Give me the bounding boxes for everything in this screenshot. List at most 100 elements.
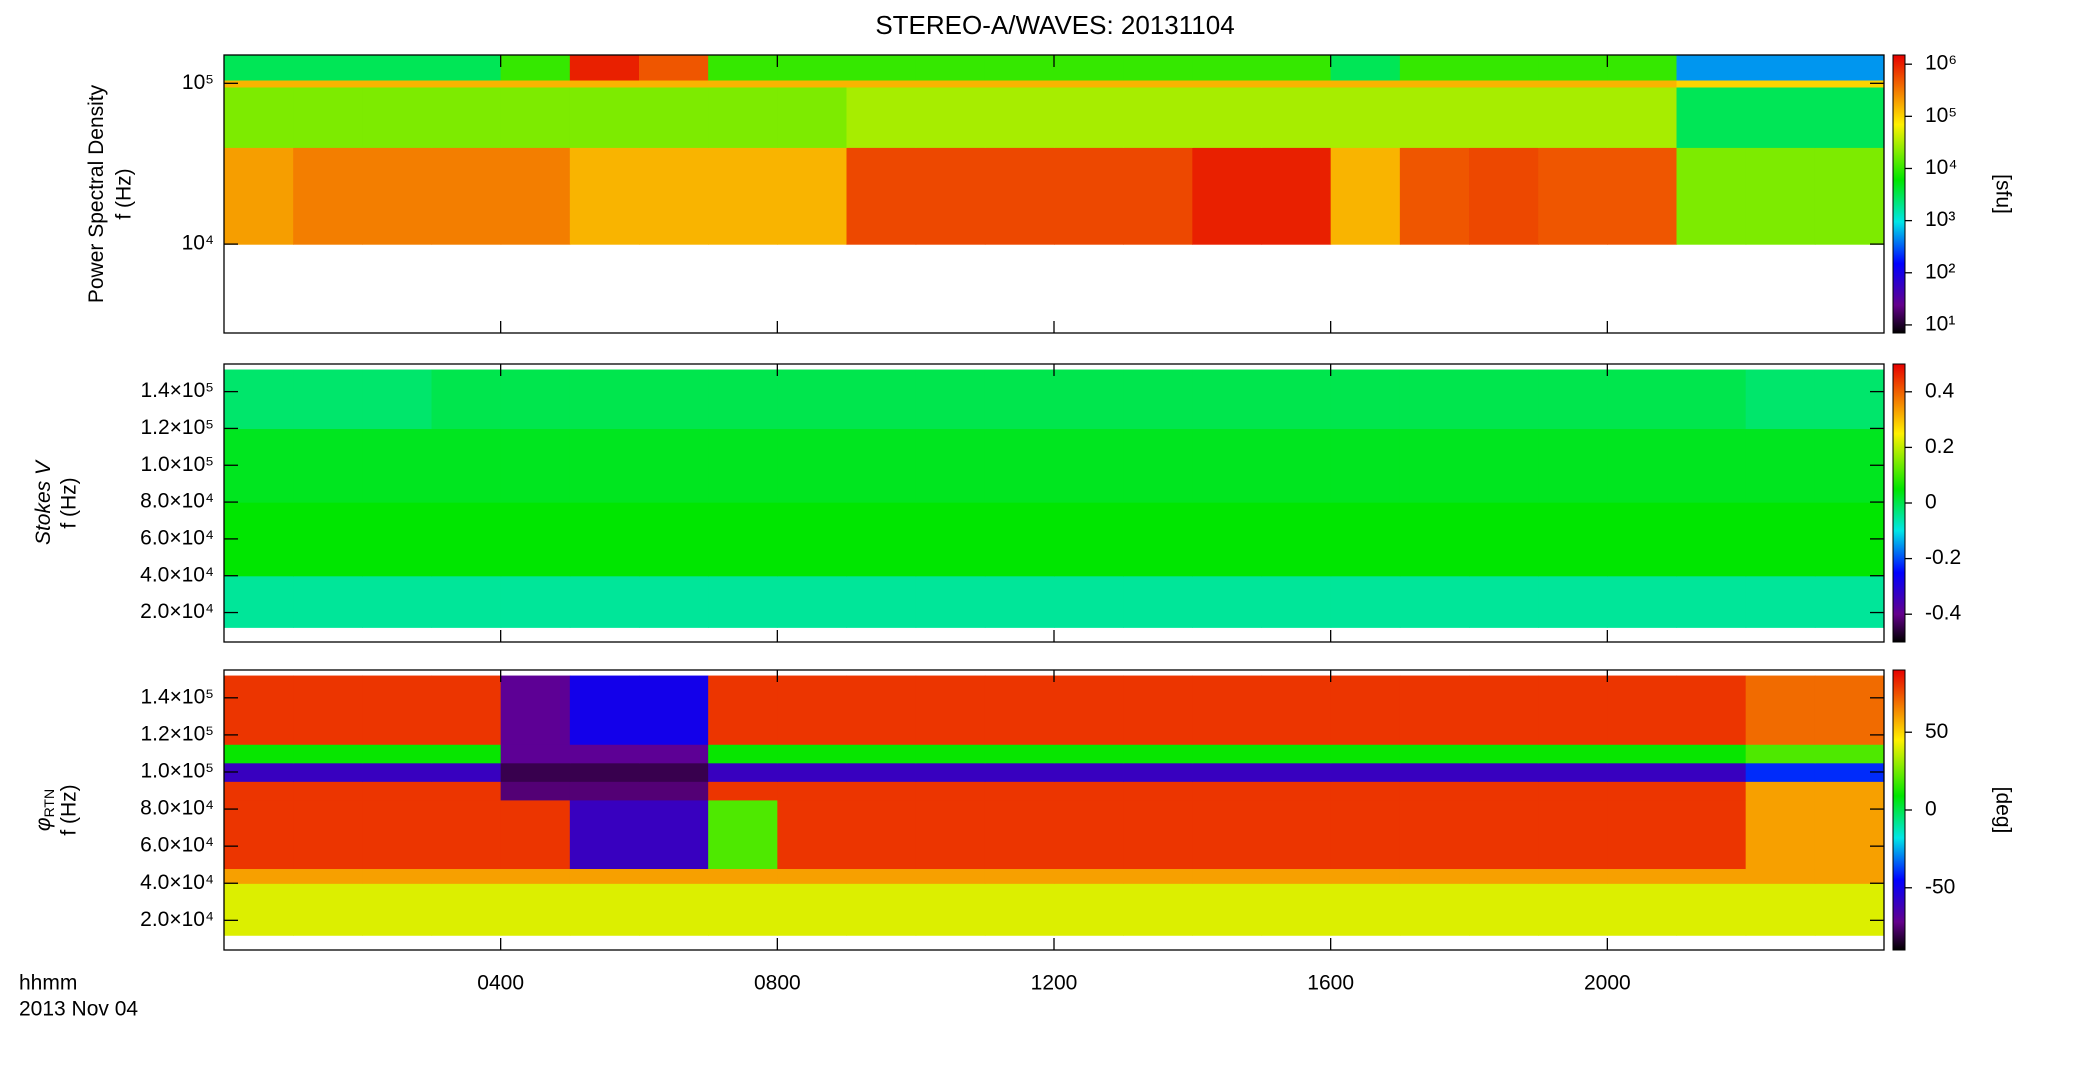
- heatmap-cell: [569, 762, 640, 782]
- heatmap-cell: [984, 781, 1055, 801]
- heatmap-cell: [1469, 55, 1539, 81]
- heatmap-cell: [431, 868, 502, 884]
- heatmap-cell: [708, 428, 778, 503]
- heatmap-cell: [708, 147, 778, 245]
- heatmap-cell: [1607, 799, 1678, 870]
- heatmap-cell: [224, 762, 294, 782]
- heatmap-cell: [1054, 502, 1124, 577]
- y-axis-label-text: Power Spectral Density: [85, 84, 108, 303]
- colorbar: [1892, 363, 1906, 643]
- heatmap-cell: [431, 799, 502, 870]
- heatmap-cell: [639, 369, 709, 430]
- heatmap-cell: [569, 868, 640, 884]
- heatmap-cell: [1607, 575, 1678, 628]
- heatmap-cell: [1538, 868, 1608, 884]
- heatmap-cell: [224, 86, 294, 148]
- heatmap-cell: [984, 575, 1055, 628]
- heatmap-cell: [777, 86, 848, 148]
- heatmap-cell: [293, 762, 363, 782]
- heatmap-cell: [569, 883, 640, 936]
- heatmap-cell: [1054, 799, 1124, 870]
- heatmap-cell: [1054, 744, 1124, 764]
- x-tick-label: 1200: [1031, 972, 1078, 995]
- heatmap-cell: [362, 675, 433, 745]
- heatmap-cell: [708, 675, 778, 745]
- heatmap-cell: [1814, 147, 1884, 245]
- heatmap-cell: [846, 86, 917, 148]
- heatmap-cell: [1814, 369, 1884, 430]
- y-tick-label: 1.0×10⁵: [140, 453, 214, 476]
- heatmap-cell: [1607, 744, 1678, 764]
- heatmap-cell: [1607, 883, 1678, 936]
- heatmap-cell: [708, 799, 778, 870]
- heatmap-cell: [1745, 79, 1816, 88]
- heatmap-cell: [1054, 147, 1124, 245]
- heatmap-cell: [500, 428, 571, 503]
- heatmap: [224, 675, 1884, 936]
- y-tick-label: 2.0×10⁴: [140, 600, 214, 623]
- x-tick-label: 0400: [477, 972, 524, 995]
- heatmap-cell: [984, 868, 1055, 884]
- heatmap-cell: [1330, 428, 1401, 503]
- heatmap-cell: [1814, 55, 1884, 81]
- heatmap-cell: [984, 744, 1055, 764]
- y-tick-label: 8.0×10⁴: [140, 797, 214, 820]
- heatmap-cell: [500, 369, 571, 430]
- heatmap-cell: [1538, 762, 1608, 782]
- heatmap-cell: [431, 55, 502, 81]
- heatmap-cell: [1330, 86, 1401, 148]
- heatmap-cell: [915, 781, 986, 801]
- heatmap-cell: [362, 147, 433, 245]
- heatmap-cell: [984, 79, 1055, 88]
- heatmap-cell: [362, 502, 433, 577]
- heatmap-cell: [224, 575, 294, 628]
- heatmap-cell: [1399, 86, 1470, 148]
- heatmap-cell: [431, 502, 502, 577]
- heatmap-cell: [915, 369, 986, 430]
- heatmap-cell: [224, 79, 294, 88]
- heatmap-cell: [777, 369, 848, 430]
- y-axis-label: φRTN: [32, 789, 57, 831]
- heatmap-cell: [846, 369, 917, 430]
- heatmap-cell: [1745, 675, 1816, 745]
- heatmap-cell: [224, 744, 294, 764]
- y-tick-label: 6.0×10⁴: [140, 526, 214, 549]
- heatmap-cell: [293, 428, 363, 503]
- heatmap-cell: [984, 762, 1055, 782]
- heatmap-cell: [1330, 55, 1401, 81]
- y-tick-label: 10⁵: [182, 71, 214, 94]
- heatmap-cell: [224, 147, 294, 245]
- heatmap-cell: [1192, 781, 1263, 801]
- heatmap-cell: [1123, 781, 1193, 801]
- heatmap-cell: [984, 428, 1055, 503]
- heatmap-cell: [1469, 86, 1539, 148]
- heatmap-cell: [1123, 868, 1193, 884]
- heatmap-cell: [846, 799, 917, 870]
- colorbar-tick-label: 10²: [1925, 260, 1955, 283]
- heatmap-cell: [293, 369, 363, 430]
- colorbar-tick-label: 10⁶: [1925, 52, 1957, 75]
- heatmap-cell: [915, 675, 986, 745]
- heatmap-cell: [777, 744, 848, 764]
- heatmap-cell: [1676, 86, 1747, 148]
- heatmap-cell: [915, 575, 986, 628]
- heatmap-cell: [1814, 575, 1884, 628]
- heatmap-cell: [1261, 575, 1332, 628]
- heatmap-cell: [1814, 744, 1884, 764]
- x-tick-label: 0800: [754, 972, 801, 995]
- y-axis-label-text: φ: [32, 817, 55, 831]
- heatmap-cell: [984, 369, 1055, 430]
- heatmap-cell: [1261, 799, 1332, 870]
- heatmap-cell: [1538, 502, 1608, 577]
- heatmap-cell: [984, 883, 1055, 936]
- heatmap-cell: [293, 79, 363, 88]
- heatmap-cell: [1192, 883, 1263, 936]
- y-tick-label: 1.0×10⁵: [140, 760, 214, 783]
- heatmap-cell: [1676, 55, 1747, 81]
- heatmap-cell: [1054, 369, 1124, 430]
- colorbar-tick-label: 50: [1925, 720, 1948, 743]
- heatmap-cell: [777, 147, 848, 245]
- heatmap-cell: [569, 55, 640, 81]
- heatmap-cell: [431, 781, 502, 801]
- heatmap-cell: [1607, 675, 1678, 745]
